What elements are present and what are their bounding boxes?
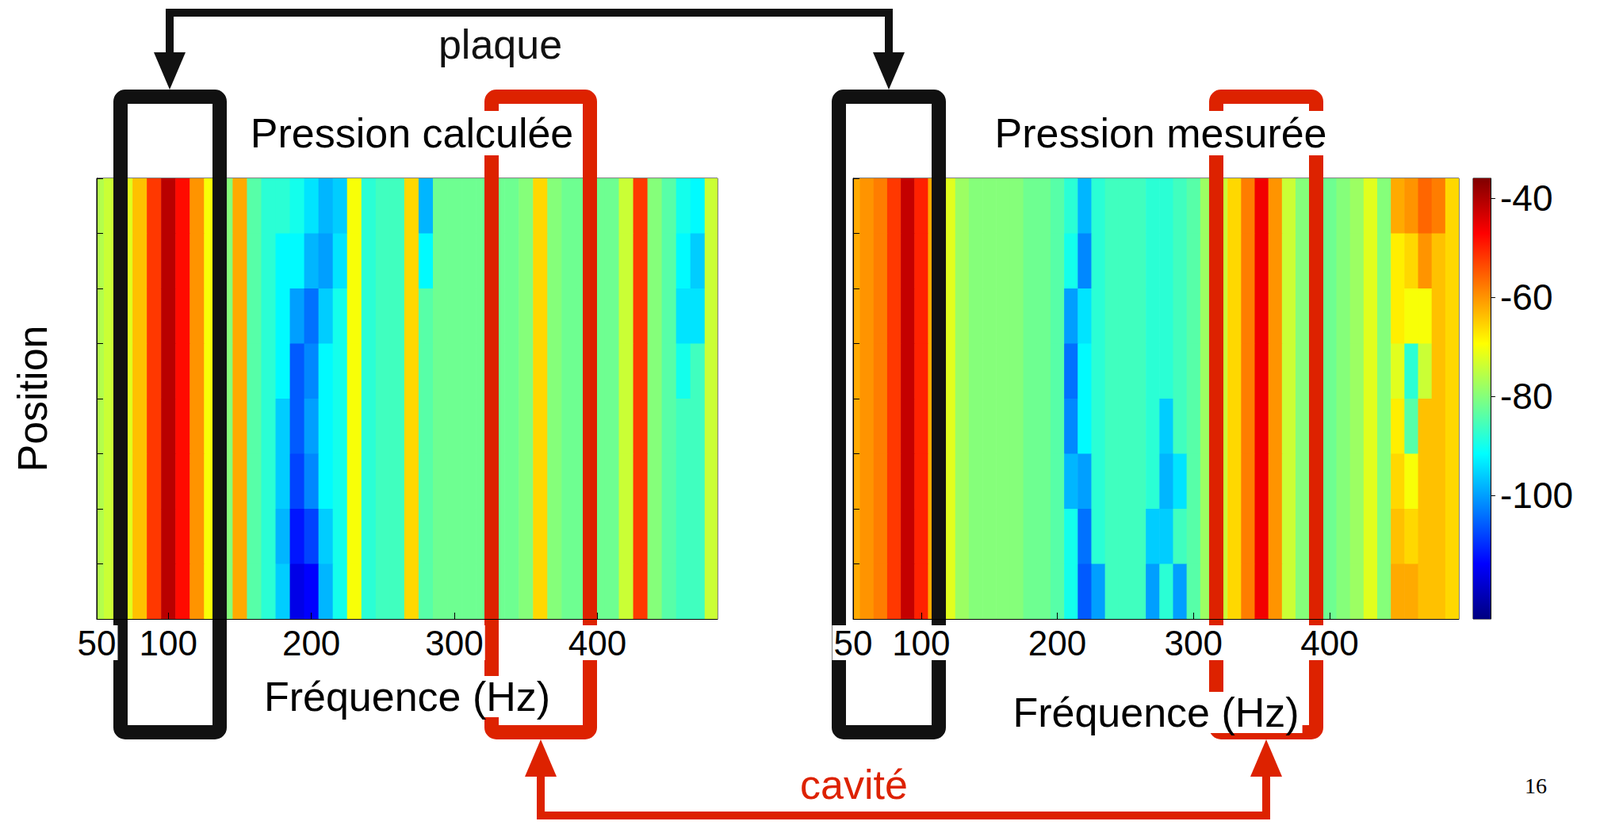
svg-text:cavité: cavité <box>800 761 908 808</box>
svg-text:100: 100 <box>138 623 197 663</box>
svg-text:-40: -40 <box>1500 177 1553 219</box>
svg-text:200: 200 <box>1028 623 1087 663</box>
svg-text:200: 200 <box>282 623 341 663</box>
svg-text:Position: Position <box>9 325 56 473</box>
svg-text:-100: -100 <box>1500 474 1574 517</box>
svg-text:plaque: plaque <box>438 21 563 68</box>
svg-text:300: 300 <box>424 623 483 663</box>
svg-text:400: 400 <box>568 623 627 663</box>
svg-text:300: 300 <box>1164 623 1223 663</box>
svg-text:Pression mesurée: Pression mesurée <box>994 110 1327 157</box>
svg-text:-80: -80 <box>1500 375 1553 418</box>
svg-text:16: 16 <box>1524 773 1547 799</box>
svg-text:50: 50 <box>834 623 873 663</box>
svg-text:-60: -60 <box>1500 276 1553 318</box>
svg-text:50: 50 <box>77 623 117 663</box>
svg-text:Pression calculée: Pression calculée <box>250 110 575 157</box>
svg-text:400: 400 <box>1300 623 1359 663</box>
svg-text:Fréquence (Hz): Fréquence (Hz) <box>1012 689 1299 736</box>
svg-text:100: 100 <box>891 623 950 663</box>
svg-text:Fréquence (Hz): Fréquence (Hz) <box>264 673 551 720</box>
